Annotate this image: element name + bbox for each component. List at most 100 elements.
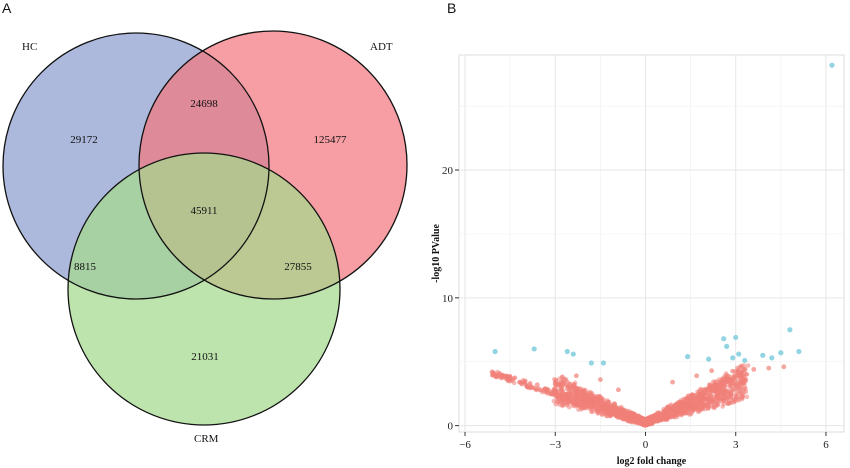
point-not-significant [557,402,562,407]
point-significant [769,355,775,361]
point-not-significant [710,394,716,399]
venn-region-hc-adt: 24698 [190,98,218,110]
point-not-significant [718,395,723,400]
point-not-significant [695,389,700,395]
point-not-significant [505,378,511,383]
point-significant [721,336,727,342]
point-not-significant [736,396,741,402]
point-not-significant [691,397,697,403]
point-not-significant [522,378,528,384]
point-not-significant [727,400,733,406]
point-not-significant [733,392,739,397]
point-not-significant [679,411,684,417]
point-not-significant [518,379,524,385]
point-not-significant [742,377,748,383]
point-not-significant [720,382,726,387]
point-not-significant [697,408,702,414]
point-not-significant [705,396,710,402]
point-not-significant [735,385,741,391]
point-not-significant [708,385,714,391]
point-not-significant [655,416,660,422]
venn-region-crm-only: 21031 [191,351,219,363]
plot-panel [458,54,845,433]
point-not-significant [685,402,691,408]
venn-region-adt-crm: 27855 [284,261,312,273]
point-not-significant [745,363,751,368]
point-not-significant [738,364,744,370]
point-not-significant [576,403,582,409]
point-not-significant [489,369,495,375]
point-not-significant [694,373,700,379]
point-not-significant [667,410,672,416]
point-significant [787,327,793,333]
point-not-significant [588,405,594,411]
point-significant [742,357,748,364]
point-not-significant [619,411,624,417]
point-not-significant [626,412,631,418]
point-not-significant [566,404,572,410]
venn-circle-outline-crm [67,152,341,426]
point-not-significant [621,408,627,413]
point-not-significant [737,392,742,397]
point-not-significant [700,395,706,401]
point-not-significant [587,389,592,395]
point-significant [531,346,537,352]
point-not-significant [566,398,572,403]
point-not-significant [744,394,750,400]
point-not-significant [751,366,757,372]
venn-circles [3,31,407,425]
point-not-significant [507,374,513,380]
point-not-significant [714,403,720,408]
point-not-significant [720,404,725,409]
point-not-significant [709,368,715,374]
point-not-significant [664,417,670,423]
point-significant [600,360,606,366]
point-not-significant [557,376,562,381]
point-not-significant [740,381,745,387]
point-not-significant [715,384,721,390]
point-not-significant [675,406,680,412]
point-not-significant [540,387,545,393]
point-not-significant [590,394,596,399]
venn-region-all: 45911 [190,205,217,217]
point-not-significant [631,418,636,423]
point-not-significant [731,375,736,380]
point-not-significant [716,390,722,395]
point-not-significant [524,383,529,388]
point-significant [829,62,835,68]
point-not-significant [720,376,726,382]
point-not-significant [684,410,689,416]
point-significant [796,348,802,355]
point-significant [570,351,576,357]
point-not-significant [692,405,698,410]
axes: −6 −3 0 3 6 0 10 20 [442,165,829,451]
point-significant [778,350,784,356]
point-not-significant [630,411,636,417]
point-not-significant [587,401,593,407]
point-not-significant [679,404,684,409]
venn-region-adt-only: 125477 [314,134,348,146]
point-not-significant [595,394,601,400]
point-not-significant [573,390,578,395]
point-not-significant [597,377,603,383]
point-not-significant [502,373,507,378]
point-not-significant [711,405,716,410]
point-not-significant [577,390,583,396]
point-not-significant [700,398,705,404]
venn-region-hc-only: 29172 [70,134,98,146]
point-not-significant [739,369,745,375]
point-not-significant [612,412,618,418]
x-tick-label: 0 [643,439,649,451]
point-not-significant [675,410,680,415]
point-not-significant [731,369,736,374]
point-not-significant [602,406,608,411]
point-not-significant [712,381,718,387]
panel-a-label: A [2,0,12,16]
point-not-significant [727,377,733,383]
point-not-significant [685,399,691,404]
point-not-significant [616,387,621,393]
point-not-significant [533,387,538,392]
point-not-significant [781,364,787,370]
venn-set-label-adt: ADT [370,41,393,53]
